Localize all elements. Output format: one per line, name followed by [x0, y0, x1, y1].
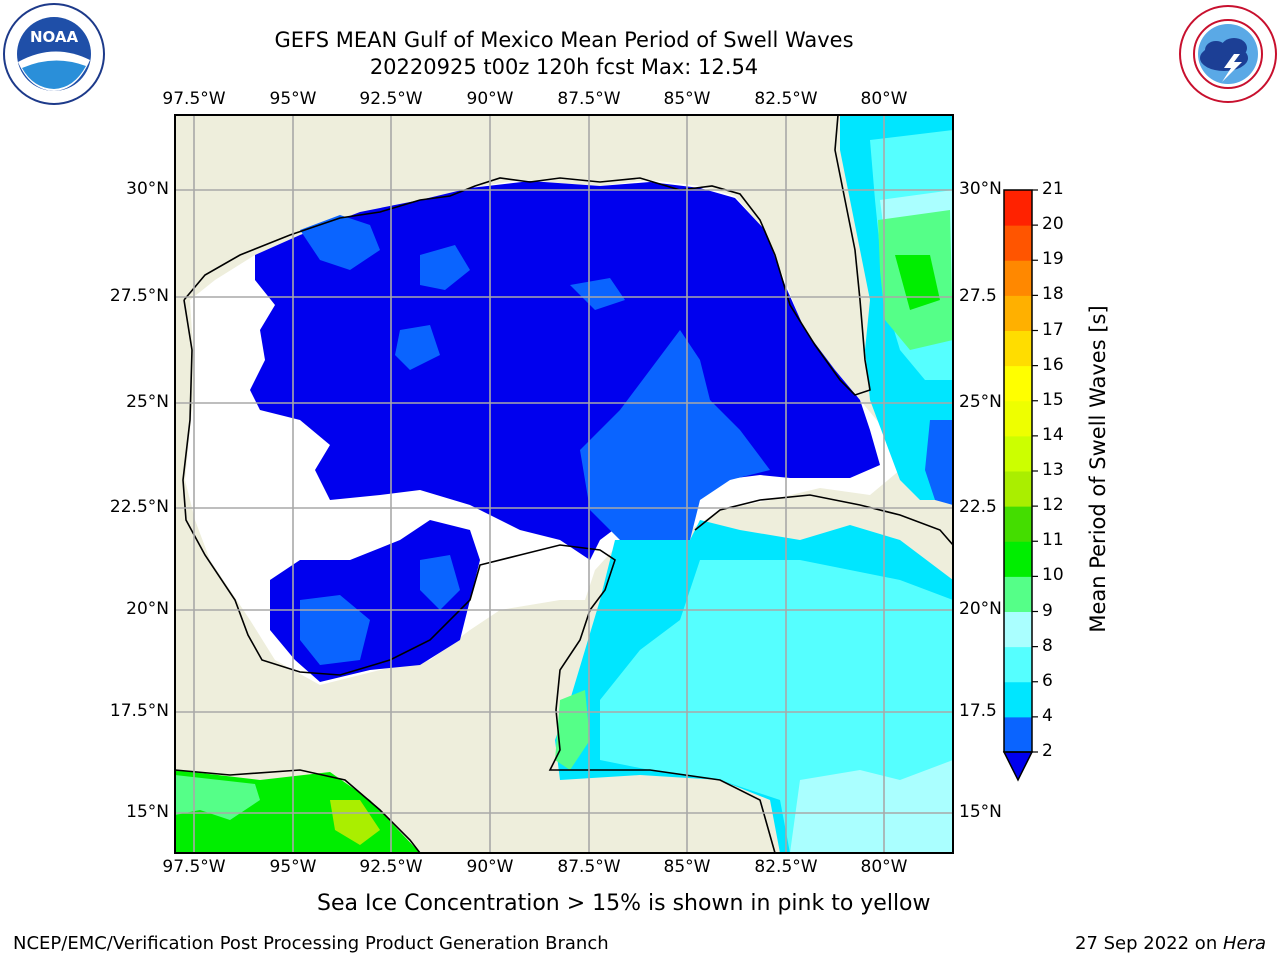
- caribbean-8-9s-area: [790, 760, 953, 853]
- patch-2-4s: [300, 215, 380, 270]
- lon-tick-label-bottom: 92.5°W: [359, 857, 423, 877]
- colorbar-tick-label: 4: [1042, 705, 1053, 726]
- colorbar-tick-label: 12: [1042, 495, 1064, 516]
- colorbar-segment: [1004, 400, 1032, 437]
- lat-tick-label-right: 27.5: [959, 286, 997, 306]
- lon-tick-label-top: 87.5°W: [557, 89, 621, 109]
- lat-tick-label-left: 15°N: [126, 802, 169, 822]
- colorbar-segment: [1004, 330, 1032, 367]
- lon-tick-label-bottom: 87.5°W: [557, 857, 621, 877]
- colorbar-tick-label: 10: [1042, 565, 1064, 586]
- lon-tick-label-bottom: 90°W: [466, 857, 514, 877]
- colorbar-segment: [1004, 681, 1032, 718]
- patch-2-4s: [395, 325, 440, 370]
- colorbar-segment: [1004, 260, 1032, 296]
- colorbar-segment: [1004, 471, 1032, 507]
- colorbar-segment: [1004, 611, 1032, 648]
- colorbar-tick-label: 2: [1042, 741, 1053, 761]
- footer-host: Hera: [1222, 933, 1266, 954]
- lon-tick-label-top: 80°W: [860, 89, 908, 109]
- colorbar-tick-label: 17: [1042, 319, 1064, 340]
- colorbar-segment: [1004, 190, 1032, 226]
- colorbar-tick-label: 16: [1042, 354, 1064, 375]
- colorbar-tick-label: 6: [1042, 670, 1053, 691]
- colorbar-segment: [1004, 646, 1032, 683]
- map-title-line1: GEFS MEAN Gulf of Mexico Mean Period of …: [274, 28, 854, 52]
- colorbar-tick-label: 9: [1042, 600, 1053, 621]
- central-america-coastline: [175, 769, 421, 853]
- lat-tick-label-right: 15°N: [959, 802, 1002, 822]
- lat-tick-label-right: 17.5: [959, 701, 997, 721]
- map-gridlines: [175, 115, 953, 853]
- colorbar-tick-label: 18: [1042, 284, 1064, 305]
- colorbar-label: Mean Period of Swell Waves [s]: [1086, 305, 1110, 633]
- pacific-12-13s-area: [330, 800, 380, 845]
- colorbar-tick-label: 11: [1042, 530, 1064, 551]
- footer-date-text: 27 Sep 2022 on: [1075, 933, 1223, 954]
- lat-tick-label-right: 20°N: [959, 599, 1002, 619]
- map-title-line2: 20220925 t00z 120h fcst Max: 12.54: [369, 55, 759, 79]
- colorbar-tick-label: 14: [1042, 424, 1064, 445]
- sea-ice-caption: Sea Ice Concentration > 15% is shown in …: [317, 891, 931, 916]
- colorbar-segment: [1004, 716, 1032, 753]
- footer-credit: NCEP/EMC/Verification Post Processing Pr…: [13, 933, 609, 954]
- pacific-9-10s-area: [175, 775, 260, 820]
- lon-tick-label-top: 92.5°W: [359, 89, 423, 109]
- patch-2-4s: [420, 245, 470, 290]
- caribbean-9-10s-area: [555, 690, 590, 770]
- lon-tick-label-top: 97.5°W: [162, 89, 226, 109]
- lon-tick-label-bottom: 85°W: [663, 857, 711, 877]
- lat-tick-label-right: 25°N: [959, 392, 1002, 412]
- lon-tick-label-top: 82.5°W: [754, 89, 818, 109]
- lon-tick-label-top: 85°W: [663, 89, 711, 109]
- colorbar-under-arrow: [1002, 751, 1034, 782]
- lat-tick-label-right: 22.5: [959, 497, 997, 517]
- lat-tick-label-left: 20°N: [126, 599, 169, 619]
- colorbar-segment: [1004, 295, 1032, 331]
- colorbar-tick-label: 13: [1042, 460, 1064, 480]
- patch-2-4s: [570, 278, 625, 310]
- colorbar-tick-label: 19: [1042, 249, 1064, 270]
- lon-tick-label-bottom: 80°W: [860, 857, 908, 877]
- nws-logo: [1179, 5, 1277, 103]
- map-frame: [174, 114, 954, 854]
- noaa-logo-text: NOAA: [30, 28, 79, 46]
- colorbar-segment: [1004, 576, 1032, 612]
- colorbar-segment: [1004, 506, 1032, 542]
- lat-tick-label-left: 27.5°N: [109, 286, 169, 306]
- lat-tick-label-left: 17.5°N: [109, 701, 169, 721]
- bahamas-2-4s-area: [925, 420, 953, 505]
- lon-tick-label-bottom: 95°W: [269, 857, 317, 877]
- southeast-gulf-2-4s-area: [580, 330, 770, 600]
- lat-tick-label-left: 30°N: [126, 179, 169, 199]
- mexico-coastline: [182, 299, 776, 853]
- colorbar-tick-label: 21: [1042, 179, 1064, 199]
- colorbar-tick-label: 15: [1042, 389, 1064, 410]
- colorbar-segment: [1004, 225, 1032, 261]
- colorbar-segment: [1004, 435, 1032, 472]
- colorbar-tick-label: 20: [1042, 214, 1064, 235]
- lat-tick-label-left: 25°N: [126, 392, 169, 412]
- colorbar-segment: [1004, 541, 1032, 577]
- lon-tick-label-bottom: 97.5°W: [162, 857, 226, 877]
- patch-2-4s: [300, 595, 370, 665]
- colorbar-segment: [1004, 365, 1032, 402]
- lat-tick-label-right: 30°N: [959, 179, 1002, 199]
- colorbar-tick-label: 8: [1042, 635, 1053, 656]
- lat-tick-label-left: 22.5°N: [109, 497, 169, 517]
- footer-date: 27 Sep 2022 on Hera: [1075, 933, 1266, 954]
- lon-tick-label-top: 95°W: [269, 89, 317, 109]
- lon-tick-label-top: 90°W: [466, 89, 514, 109]
- patch-2-4s: [420, 555, 460, 610]
- lon-tick-label-bottom: 82.5°W: [754, 857, 818, 877]
- colorbar: [1002, 189, 1038, 782]
- noaa-logo: NOAA: [3, 3, 105, 105]
- gulf-coastline: [183, 115, 871, 396]
